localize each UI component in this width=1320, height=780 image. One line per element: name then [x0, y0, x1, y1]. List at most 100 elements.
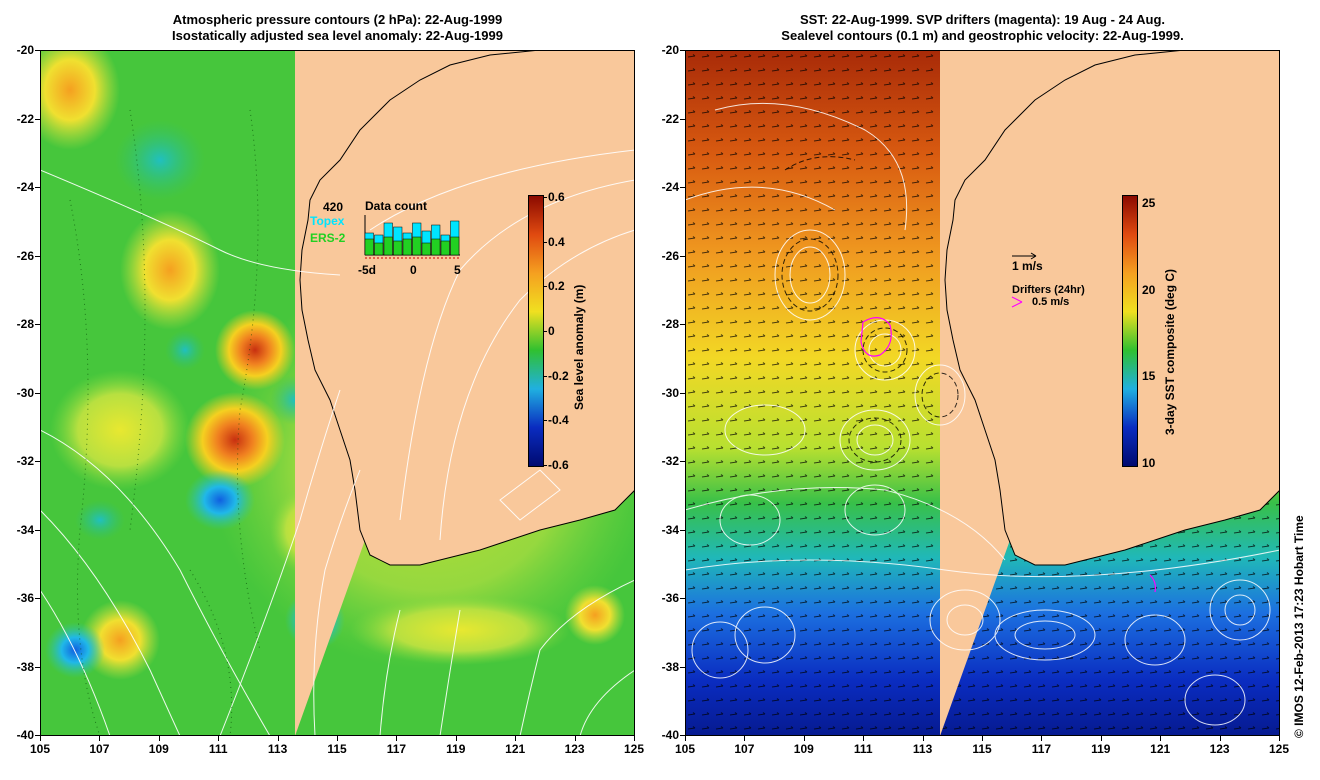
x-tick-label: 111: [208, 742, 228, 756]
x-tick-label: 123: [564, 742, 585, 756]
y-tick-label: -28: [661, 317, 679, 331]
x-tick: [1219, 736, 1221, 741]
x-tick: [1100, 736, 1102, 741]
y-tick-label: -36: [16, 591, 34, 605]
right-colorbar-tick-label: 15: [1142, 369, 1156, 384]
left-colorbar-tick-label: 0.2: [548, 279, 565, 294]
y-tick: [680, 50, 685, 51]
y-tick: [680, 735, 685, 736]
y-tick-label: -22: [661, 111, 679, 126]
inset-ers-bar: [374, 242, 384, 256]
inset-ers-bar: [364, 238, 374, 256]
x-tick-label: 107: [89, 742, 110, 756]
x-tick: [40, 736, 41, 741]
velocity-legend-arrow: [1012, 252, 1037, 260]
x-tick: [1160, 736, 1162, 741]
y-tick-label: -30: [661, 385, 679, 400]
left-colorbar-tick-label: -0.6: [548, 458, 569, 472]
y-tick-label: -40: [16, 728, 34, 742]
x-tick-label: 111: [853, 742, 873, 756]
right-map[interactable]: 1 m/s Drifters (24hr) 0.5 m/s 3-day SST …: [685, 50, 1280, 736]
y-tick-label: -32: [16, 454, 34, 468]
y-tick-label: -22: [16, 111, 34, 126]
x-tick: [1279, 736, 1280, 741]
x-tick-label: 123: [1209, 742, 1230, 756]
x-tick-label: 109: [148, 742, 169, 756]
y-tick-label: -34: [661, 522, 679, 537]
y-tick-label: -24: [661, 180, 679, 194]
y-tick: [35, 255, 40, 257]
right-colorbar-tick-label: 10: [1142, 456, 1156, 470]
drifters-legend-title: Drifters (24hr): [1012, 284, 1085, 296]
left-title-line1: Atmospheric pressure contours (2 hPa): 2…: [172, 12, 503, 27]
y-tick: [35, 392, 40, 394]
y-tick: [35, 187, 40, 188]
x-tick-label: 121: [1150, 742, 1171, 756]
y-tick-label: -26: [16, 248, 34, 263]
left-map[interactable]: Sea level anomaly (m) 420 Topex ERS-2 Da…: [40, 50, 635, 736]
x-tick: [218, 736, 220, 741]
y-tick-label: -40: [661, 728, 679, 742]
left-colorbar-tick: [543, 331, 547, 332]
y-tick-label: -28: [16, 317, 34, 331]
right-colorbar: [1122, 195, 1138, 467]
drifter-legend-mark: [1011, 296, 1023, 308]
inset-ers-bar: [440, 240, 450, 256]
x-tick: [1041, 736, 1043, 741]
x-tick-label: 113: [912, 742, 933, 756]
inset-ers-label: ERS-2: [310, 231, 346, 245]
left-colorbar-tick-label: -0.4: [548, 413, 569, 428]
right-colorbar-tick-label: 25: [1142, 196, 1156, 210]
y-tick-label: -24: [16, 180, 34, 194]
inset-ers-bar: [450, 236, 460, 256]
right-title-line1: SST: 22-Aug-1999. SVP drifters (magenta)…: [799, 12, 1166, 27]
x-tick: [99, 736, 101, 741]
y-tick: [35, 324, 40, 325]
y-tick: [35, 50, 40, 51]
y-tick-label: -20: [16, 43, 34, 57]
drifters-legend-speed: 0.5 m/s: [1032, 296, 1070, 308]
left-colorbar-tick-label: 0.6: [548, 190, 565, 204]
x-tick-label: 117: [386, 742, 407, 756]
x-tick-label: 113: [267, 742, 288, 756]
x-tick-label: 119: [1091, 742, 1111, 756]
x-tick: [337, 736, 338, 741]
y-tick-label: -38: [661, 659, 679, 674]
x-tick-label: 115: [972, 742, 992, 756]
x-tick-label: 105: [674, 742, 696, 756]
right-title-line2: Sealevel contours (0.1 m) and geostrophi…: [781, 28, 1184, 43]
right-map-svg: [685, 50, 1280, 736]
y-tick: [680, 598, 685, 599]
left-map-border: [40, 50, 635, 736]
y-tick: [680, 324, 685, 325]
x-tick: [277, 736, 279, 741]
inset-chart: [364, 215, 460, 259]
x-tick: [515, 736, 517, 741]
y-tick: [35, 666, 40, 668]
x-tick: [744, 736, 746, 741]
x-tick-label: 117: [1031, 742, 1052, 756]
inset-ers-bar: [431, 238, 441, 256]
credit-text: © IMOS 12-Feb-2013 17:23 Hobart Time: [1292, 515, 1306, 738]
left-land: [295, 50, 635, 736]
x-tick: [803, 736, 805, 741]
y-tick: [680, 666, 685, 668]
y-tick-label: -34: [16, 522, 34, 537]
left-title-line2: Isostatically adjusted sea level anomaly…: [172, 28, 503, 43]
inset-xtick-5: 5: [454, 263, 461, 277]
y-tick: [680, 461, 685, 462]
x-tick: [158, 736, 160, 741]
left-colorbar-tick-label: -0.2: [548, 368, 569, 383]
left-colorbar-tick: [543, 375, 547, 377]
right-land: [940, 50, 1280, 736]
inset-ers-bar: [393, 240, 403, 256]
x-tick: [922, 736, 924, 741]
y-tick: [35, 529, 40, 531]
inset-ers-bar: [412, 236, 422, 256]
x-tick: [396, 736, 398, 741]
left-colorbar-tick: [543, 420, 547, 422]
left-colorbar-tick: [543, 465, 547, 466]
left-colorbar-tick-label: 0: [548, 324, 555, 338]
y-tick-label: -36: [661, 591, 679, 605]
y-tick: [680, 255, 685, 257]
